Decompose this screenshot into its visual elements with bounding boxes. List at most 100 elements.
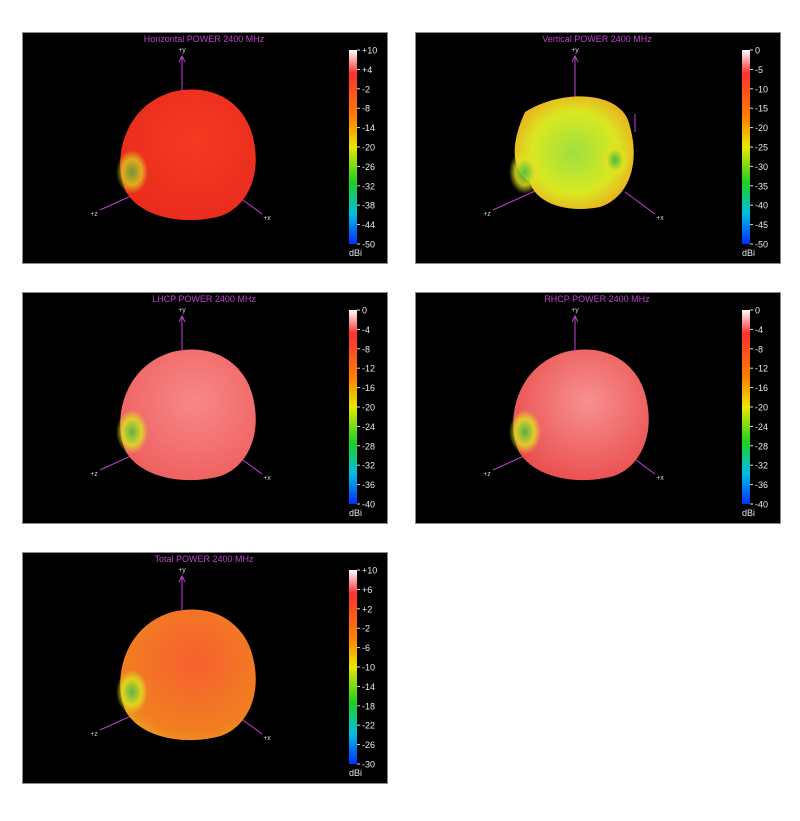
axis-label: +z bbox=[483, 211, 491, 218]
axis-label: +x bbox=[656, 215, 664, 222]
colorbar-tick-label: -20 bbox=[362, 403, 375, 413]
colorbar-tick-label: -20 bbox=[755, 403, 768, 413]
axis-label: +x bbox=[263, 735, 271, 742]
colorbar-tick-label: -44 bbox=[362, 220, 375, 230]
pattern-surface bbox=[120, 349, 256, 481]
colorbar-tick-label: -32 bbox=[755, 461, 768, 471]
colorbar-tick-label: -45 bbox=[755, 220, 768, 230]
colorbar-tick-label: -22 bbox=[362, 721, 375, 731]
colorbar-tick-label: -32 bbox=[362, 461, 375, 471]
colorbar-tick-label: -20 bbox=[755, 123, 768, 133]
pattern-null bbox=[116, 410, 148, 454]
panel-title: Total POWER 2400 MHz bbox=[154, 554, 254, 564]
colorbar-tick-label: -32 bbox=[362, 181, 375, 191]
colorbar-tick-label: +2 bbox=[362, 604, 372, 614]
colorbar-tick-label: 0 bbox=[362, 306, 367, 316]
axis-arrow bbox=[178, 574, 186, 583]
axis-line bbox=[624, 191, 656, 215]
colorbar-tick-label: -35 bbox=[755, 181, 768, 191]
colorbar-tick-label: +6 bbox=[362, 585, 372, 595]
colorbar-tick-label: 0 bbox=[755, 46, 760, 56]
pattern-panel: LHCP POWER 2400 MHz +y +z +x 0 -4 -8 -12 -16 -20 -… bbox=[22, 292, 388, 524]
panel-title: Vertical POWER 2400 MHz bbox=[542, 34, 652, 44]
axis-arrow bbox=[178, 314, 186, 323]
axis-label: +x bbox=[263, 475, 271, 482]
colorbar-tick-label: -12 bbox=[755, 364, 768, 374]
colorbar-tick-label: -26 bbox=[362, 162, 375, 172]
axis-label: +z bbox=[483, 471, 491, 478]
colorbar-tick-label: -12 bbox=[362, 364, 375, 374]
colorbar-unit: dBi bbox=[742, 248, 755, 258]
axis-label: +z bbox=[90, 731, 98, 738]
axis-label: +y bbox=[178, 47, 186, 54]
colorbar bbox=[349, 310, 357, 504]
colorbar-tick-label: -8 bbox=[362, 104, 370, 114]
colorbar-tick-label: -26 bbox=[362, 740, 375, 750]
axis-label: +y bbox=[571, 47, 579, 54]
colorbar-tick-label: -28 bbox=[362, 441, 375, 451]
colorbar-tick-label: -36 bbox=[362, 480, 375, 490]
colorbar-tick-label: -16 bbox=[362, 383, 375, 393]
colorbar-tick-label: -4 bbox=[755, 325, 763, 335]
colorbar bbox=[349, 570, 357, 764]
axis-arrow bbox=[178, 54, 186, 63]
colorbar-tick-label: -40 bbox=[755, 201, 768, 211]
colorbar-tick-label: -14 bbox=[362, 123, 375, 133]
axis-label: +y bbox=[571, 307, 579, 314]
colorbar-tick-label: -2 bbox=[362, 84, 370, 94]
axis-label: +x bbox=[656, 475, 664, 482]
colorbar-tick-label: -18 bbox=[362, 701, 375, 711]
colorbar-tick-label: -20 bbox=[362, 143, 375, 153]
colorbar-tick-label: -16 bbox=[755, 383, 768, 393]
colorbar-tick-label: -14 bbox=[362, 682, 375, 692]
pattern-null bbox=[509, 410, 541, 454]
axis-arrow bbox=[571, 54, 579, 63]
pattern-null bbox=[601, 142, 629, 178]
pattern-panel: Total POWER 2400 MHz +y +z +x +10 +6 +2 -2 -6 -10… bbox=[22, 552, 388, 784]
colorbar-unit: dBi bbox=[349, 508, 362, 518]
colorbar-tick-label: -40 bbox=[755, 500, 768, 510]
pattern-surface bbox=[120, 609, 256, 741]
pattern-surface bbox=[513, 349, 649, 481]
colorbar-tick-label: -38 bbox=[362, 201, 375, 211]
colorbar-tick-label: -30 bbox=[362, 760, 375, 770]
colorbar-tick-label: -50 bbox=[362, 240, 375, 250]
colorbar-tick-label: -6 bbox=[362, 643, 370, 653]
colorbar-tick-label: -24 bbox=[362, 422, 375, 432]
colorbar-tick-label: -24 bbox=[755, 422, 768, 432]
axis-arrow bbox=[571, 314, 579, 323]
colorbar-tick-label: -2 bbox=[362, 624, 370, 634]
colorbar bbox=[742, 50, 750, 244]
panel-title: LHCP POWER 2400 MHz bbox=[152, 294, 256, 304]
colorbar-tick-label: -8 bbox=[755, 344, 763, 354]
colorbar-tick-label: 0 bbox=[755, 306, 760, 316]
panel-title: Horizontal POWER 2400 MHz bbox=[144, 34, 265, 44]
colorbar-tick-label: -36 bbox=[755, 480, 768, 490]
colorbar-tick-label: -30 bbox=[755, 162, 768, 172]
colorbar-tick-label: -25 bbox=[755, 143, 768, 153]
colorbar-tick-label: -5 bbox=[755, 65, 763, 75]
colorbar bbox=[742, 310, 750, 504]
axis-label: +z bbox=[90, 471, 98, 478]
colorbar-tick-label: +10 bbox=[362, 566, 377, 576]
pattern-surface bbox=[514, 96, 634, 210]
colorbar-tick-label: +10 bbox=[362, 46, 377, 56]
pattern-panel: Horizontal POWER 2400 MHz +y +z +x +10 +4 -2 -8… bbox=[22, 32, 388, 264]
axis-label: +y bbox=[178, 567, 186, 574]
colorbar-tick-label: -4 bbox=[362, 325, 370, 335]
colorbar-tick-label: +4 bbox=[362, 65, 372, 75]
colorbar bbox=[349, 50, 357, 244]
axis-label: +x bbox=[263, 215, 271, 222]
panel-title: RHCP POWER 2400 MHz bbox=[544, 294, 650, 304]
pattern-surface bbox=[120, 89, 256, 221]
pattern-null bbox=[116, 150, 148, 194]
colorbar-tick-label: -50 bbox=[755, 240, 768, 250]
colorbar-tick-label: -8 bbox=[362, 344, 370, 354]
pattern-null bbox=[509, 150, 541, 194]
axis-label: +z bbox=[90, 211, 98, 218]
colorbar-tick-label: -10 bbox=[755, 84, 768, 94]
axis-label: +y bbox=[178, 307, 186, 314]
colorbar-tick-label: -40 bbox=[362, 500, 375, 510]
colorbar-tick-label: -28 bbox=[755, 441, 768, 451]
